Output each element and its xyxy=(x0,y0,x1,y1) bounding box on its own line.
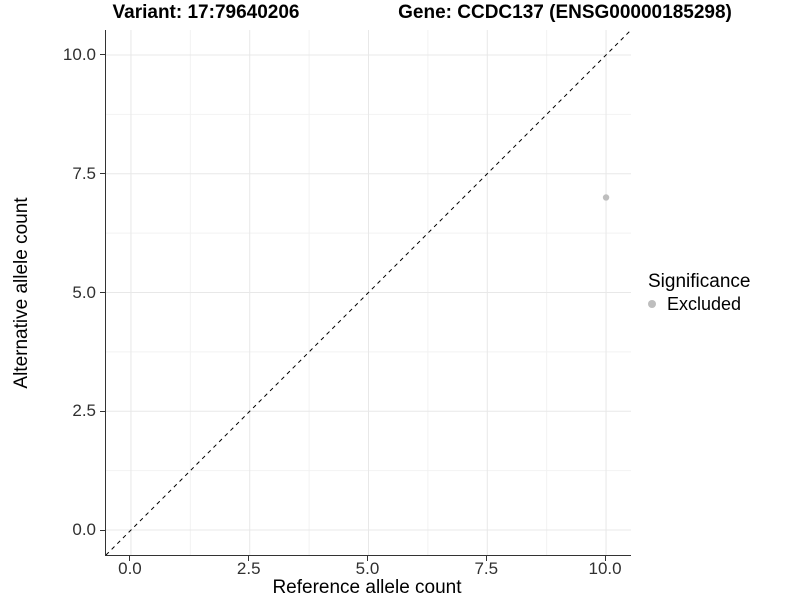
y-axis-tick xyxy=(100,292,105,293)
y-tick-label: 10.0 xyxy=(62,44,96,64)
x-tick-label: 2.5 xyxy=(236,559,261,578)
y-axis-title: Alternative allele count xyxy=(11,197,32,389)
y-axis-tick xyxy=(100,173,105,175)
y-tick-label: 0.0 xyxy=(72,520,96,540)
variant-title: Variant: 17:79640206 xyxy=(112,2,300,23)
y-tick-label: 2.5 xyxy=(72,401,96,421)
x-tick-label: 5.0 xyxy=(355,559,380,578)
x-tick-label: 10.0 xyxy=(588,559,622,578)
x-axis-tick xyxy=(248,556,250,561)
y-tick-label: 5.0 xyxy=(72,282,96,302)
y-axis-tick xyxy=(100,410,105,412)
x-tick-label: 0.0 xyxy=(118,559,142,578)
x-axis-title: Reference allele count xyxy=(272,577,462,598)
legend-entry-label: Excluded xyxy=(667,293,742,314)
plot-canvas xyxy=(106,30,631,555)
legend-point-icon xyxy=(648,300,656,308)
x-axis-tick xyxy=(604,556,606,561)
plot-panel xyxy=(105,30,631,556)
data-point xyxy=(602,194,610,201)
gene-title: Gene: CCDC137 (ENSG00000185298) xyxy=(398,2,732,23)
legend: Significance Excluded xyxy=(648,271,750,314)
x-axis-tick xyxy=(129,556,131,561)
x-axis-tick xyxy=(485,556,487,561)
legend-title: Significance xyxy=(648,271,751,292)
legend-entry-excluded: Excluded xyxy=(648,294,750,314)
y-axis-tick xyxy=(100,529,105,531)
y-axis-tick xyxy=(100,54,105,56)
y-tick-label: 7.5 xyxy=(72,163,96,183)
x-axis-tick xyxy=(367,556,368,561)
identity-line xyxy=(106,30,631,555)
x-tick-label: 7.5 xyxy=(474,559,499,578)
